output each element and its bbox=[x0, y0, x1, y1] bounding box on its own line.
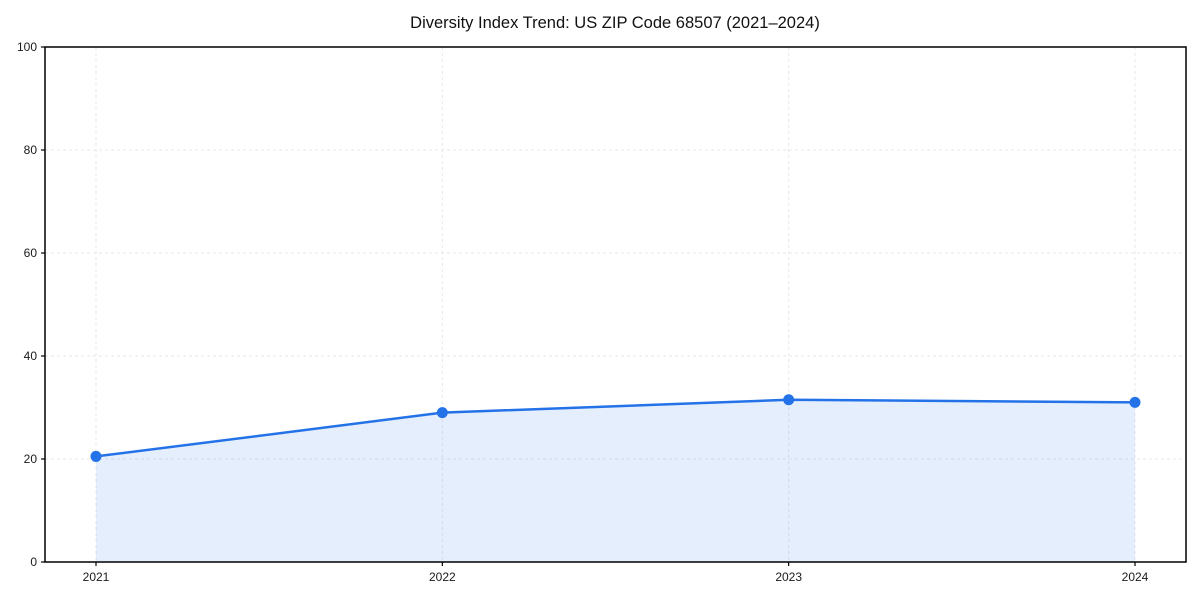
area-fill bbox=[96, 399, 1135, 562]
chart-title: Diversity Index Trend: US ZIP Code 68507… bbox=[410, 14, 820, 32]
x-axis-tick-label: 2023 bbox=[775, 570, 802, 584]
x-axis-tick-label: 2021 bbox=[83, 570, 110, 584]
plot-frame bbox=[44, 46, 1187, 563]
y-axis-tick-label: 80 bbox=[24, 143, 38, 157]
data-point-marker bbox=[436, 407, 448, 419]
trend-line bbox=[94, 398, 1137, 458]
y-axis-tick-label: 60 bbox=[24, 246, 38, 260]
x-axis-tick-label: 2024 bbox=[1122, 570, 1149, 584]
data-point-marker bbox=[90, 450, 102, 462]
y-axis-tick-label: 40 bbox=[24, 349, 38, 363]
data-point-marker bbox=[783, 394, 795, 406]
series-layer bbox=[90, 394, 1141, 562]
y-axis-tick-label: 0 bbox=[30, 555, 37, 569]
data-point-marker bbox=[1129, 396, 1141, 408]
axis-layer: 0 20 40 60 80 100 2021 2022 2023 2024 bbox=[17, 40, 1149, 584]
y-axis-tick-label: 100 bbox=[17, 40, 37, 54]
y-axis-tick-label: 20 bbox=[24, 452, 38, 466]
x-axis-tick-label: 2022 bbox=[429, 570, 456, 584]
